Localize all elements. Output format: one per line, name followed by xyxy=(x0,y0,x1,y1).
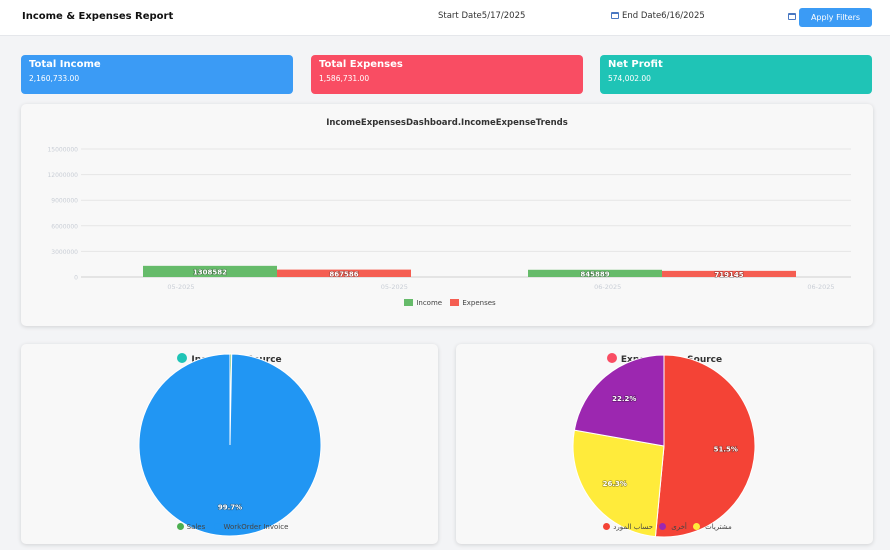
total-income-card: Total Income 2,160,733.00 xyxy=(21,55,293,94)
legend-other[interactable]: أخرى xyxy=(671,523,687,531)
trends-legend: Income Expenses xyxy=(21,299,873,307)
card-value: 1,586,731.00 xyxy=(319,74,370,83)
card-label: Total Expenses xyxy=(319,59,403,70)
calendar-icon[interactable] xyxy=(788,13,796,20)
legend-sales[interactable]: Sales xyxy=(186,523,206,531)
income-source-pie: 99.7% xyxy=(138,353,322,537)
card-label: Total Income xyxy=(29,59,101,70)
start-date-field[interactable]: Start Date5/17/2025 xyxy=(438,11,525,21)
end-date-field[interactable]: End Date6/16/2025 xyxy=(611,11,705,21)
x-tick-label: 06-2025 xyxy=(594,283,621,291)
y-tick-label: 9000000 xyxy=(51,198,78,205)
legend-income[interactable]: Income xyxy=(416,299,443,307)
pie-chart-icon xyxy=(177,353,188,363)
y-tick-label: 3000000 xyxy=(51,249,78,256)
y-tick-label: 6000000 xyxy=(51,223,78,230)
end-date-label: End Date xyxy=(622,11,662,21)
bar-value-label: 719145 xyxy=(714,271,743,279)
bar-value-label: 1308582 xyxy=(193,268,227,276)
workorder-swatch xyxy=(213,523,221,530)
legend-workorder-invoice[interactable]: WorkOrder Invoice xyxy=(223,523,289,531)
sales-swatch xyxy=(176,523,184,530)
bar-expenses xyxy=(277,269,411,277)
end-date-value: 6/16/2025 xyxy=(661,11,705,21)
bar-income xyxy=(143,265,277,277)
card-value: 2,160,733.00 xyxy=(29,74,80,83)
bar-expenses xyxy=(662,270,796,277)
bar-value-label: 867586 xyxy=(329,270,358,278)
income-source-legend: Sales WorkOrder Invoice xyxy=(21,523,438,531)
page-title: Income & Expenses Report xyxy=(22,11,174,22)
pie-slice xyxy=(654,354,756,538)
start-date-value: 5/17/2025 xyxy=(481,11,526,21)
expense-source-panel: Expenses by Source 51.5%26.3%22.2% مشتري… xyxy=(456,344,873,544)
legend-supplier-account[interactable]: حساب المورد xyxy=(613,523,654,531)
bar-income xyxy=(528,269,662,277)
purchases-swatch xyxy=(603,523,611,530)
trends-chart: 0 3000000 6000000 9000000 12000000 15000000 13… xyxy=(47,147,851,291)
y-tick-label: 0 xyxy=(74,275,78,282)
card-value: 574,002.00 xyxy=(608,74,651,83)
trends-title: IncomeExpensesDashboard.IncomeExpenseTre… xyxy=(326,118,568,128)
x-tick-label: 05-2025 xyxy=(167,283,194,291)
total-expenses-card: Total Expenses 1,586,731.00 xyxy=(311,55,583,94)
expense-source-pie: 51.5% 26.3% 22.2% xyxy=(572,354,756,538)
y-tick-label: 15000000 xyxy=(47,147,78,154)
start-date-label: Start Date xyxy=(438,11,482,21)
pie-slice xyxy=(573,354,665,447)
pie-slice xyxy=(572,429,665,538)
pie-slice-label: 51.5% xyxy=(714,445,738,453)
apply-filters-button[interactable]: Apply Filters xyxy=(799,8,872,27)
expenses-swatch xyxy=(450,299,460,306)
x-tick-label: 06-2025 xyxy=(807,283,834,291)
supplier-account-swatch xyxy=(659,523,667,530)
other-swatch xyxy=(692,523,700,530)
pie-slice-label: 22.2% xyxy=(612,395,636,403)
net-profit-card: Net Profit 574,002.00 xyxy=(600,55,872,94)
card-label: Net Profit xyxy=(608,59,663,70)
pie-chart-icon xyxy=(606,353,617,363)
calendar-icon[interactable] xyxy=(611,12,619,19)
expense-source-legend: مشتريات أخرى حساب المورد xyxy=(456,523,873,531)
report-header: Income & Expenses Report Start Date5/17/… xyxy=(0,0,890,36)
income-swatch xyxy=(404,299,414,306)
x-tick-label: 05-2025 xyxy=(381,283,408,291)
trends-panel: IncomeExpensesDashboard.IncomeExpenseTre… xyxy=(21,104,873,326)
income-source-panel: Income by Source 99.7% Sales WorkOrder I… xyxy=(21,344,438,544)
legend-expenses[interactable]: Expenses xyxy=(462,299,496,307)
bar-value-label: 845889 xyxy=(580,270,609,278)
pie-slice-label: 26.3% xyxy=(603,480,627,488)
legend-purchases[interactable]: مشتريات xyxy=(705,523,732,531)
pie-slice xyxy=(138,353,322,537)
pie-slice-label: 99.7% xyxy=(218,503,242,511)
y-tick-label: 12000000 xyxy=(47,172,78,179)
